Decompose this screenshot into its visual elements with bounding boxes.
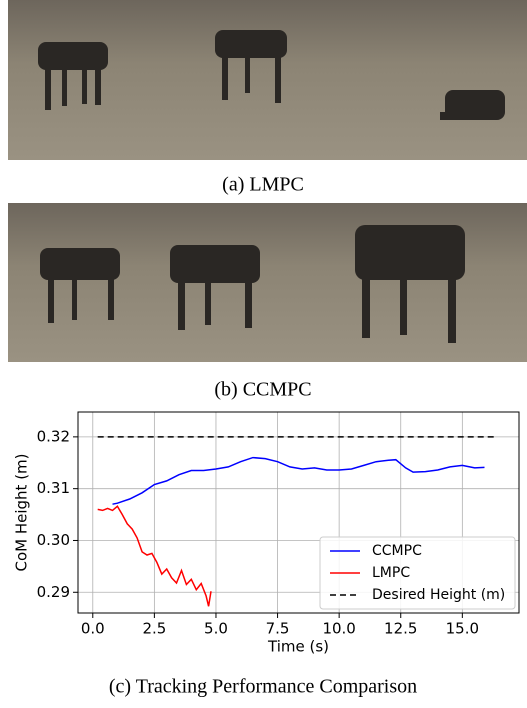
y-tick-label: 0.30 — [37, 531, 70, 549]
y-tick-label: 0.31 — [37, 479, 70, 497]
photo-lmpc — [8, 0, 527, 160]
x-tick-label: 12.5 — [384, 620, 417, 638]
y-axis-label: CoM Height (m) — [13, 453, 31, 571]
legend-label: LMPC — [372, 565, 410, 581]
x-tick-label: 7.5 — [266, 620, 290, 638]
x-tick-label: 2.5 — [142, 620, 166, 638]
caption: (c) Tracking Performance Comparison — [109, 676, 417, 698]
x-axis-label: Time (s) — [267, 638, 329, 656]
photo-ccmpc — [8, 203, 527, 362]
x-tick-label: 15.0 — [446, 620, 479, 638]
series-line — [113, 458, 485, 505]
y-tick-label: 0.32 — [37, 427, 70, 445]
chart: 0.29 0.30 0.31 0.32 0.0 2.5 5.0 7.5 10.0 12.5 15.0… — [13, 412, 520, 656]
x-tick-label: 10.0 — [322, 620, 355, 638]
caption: (b) CCMPC — [214, 379, 311, 401]
y-tick-label: 0.29 — [37, 583, 70, 601]
legend-label: Desired Height (m) — [372, 587, 505, 603]
page: (a) LMPC (b) CCMPC 0.29 0.30 0.31 0.32 0.0 2.… — [0, 0, 527, 704]
legend-label: CCMPC — [372, 543, 422, 559]
x-tick-label: 5.0 — [204, 620, 228, 638]
figure: (a) LMPC (b) CCMPC 0.29 0.30 0.31 0.32 0.0 2.… — [0, 0, 527, 704]
caption: (a) LMPC — [222, 174, 304, 196]
x-tick-label: 0.0 — [81, 620, 105, 638]
